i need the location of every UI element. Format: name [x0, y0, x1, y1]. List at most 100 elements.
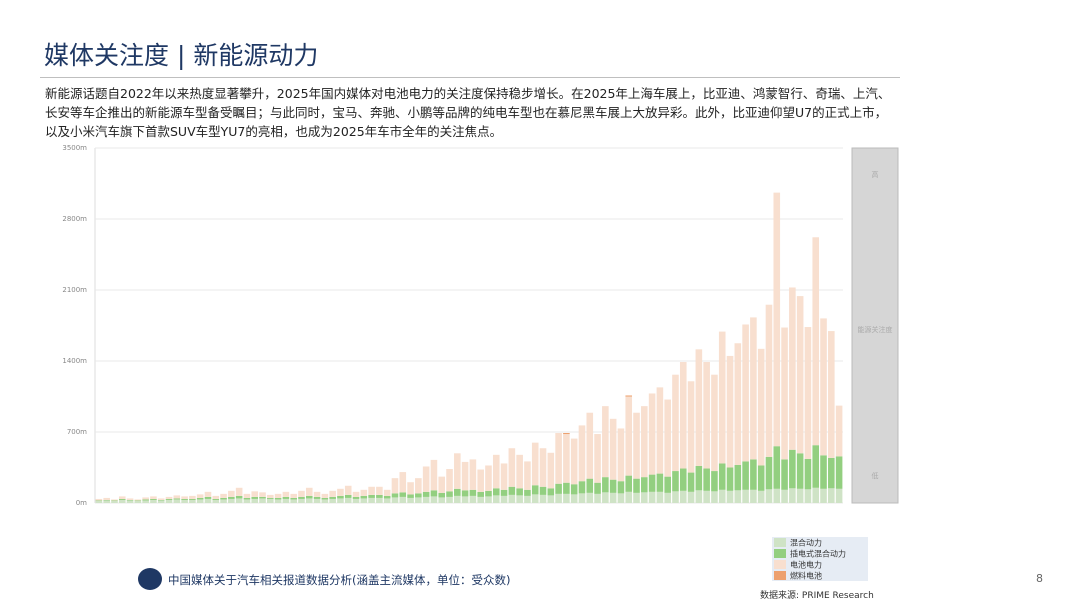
bar-segment — [648, 474, 656, 492]
bar-segment — [204, 496, 212, 499]
slide-title: 媒体关注度 | 新能源动力 — [44, 41, 319, 70]
y-tick-label: 2100m — [62, 286, 87, 294]
bar-segment — [399, 492, 407, 497]
bar-segment — [196, 497, 204, 500]
bar-segment — [812, 237, 820, 446]
bar-segment — [508, 448, 516, 487]
bar-segment — [485, 496, 492, 503]
bar-segment — [142, 500, 149, 503]
bar-segment — [337, 498, 344, 503]
bar-segment — [664, 492, 671, 503]
bar-segment — [415, 497, 422, 503]
bar-segment — [337, 488, 344, 496]
bar-segment — [329, 498, 336, 503]
bar-segment — [407, 497, 414, 503]
bar-segment — [391, 493, 399, 498]
bar-segment — [789, 449, 796, 489]
bar-segment — [422, 496, 430, 503]
bar-segment — [290, 499, 297, 503]
bar-segment — [726, 490, 734, 503]
bar-segment — [103, 500, 110, 503]
bar-segment — [820, 488, 827, 503]
legend-swatch — [774, 560, 786, 569]
legend-swatch — [774, 538, 786, 547]
bar-segment — [430, 459, 438, 491]
bar-segment — [298, 490, 305, 497]
bar-segment — [126, 498, 134, 500]
bar-segment — [134, 499, 142, 501]
bar-segment — [656, 491, 664, 503]
bar-segment — [734, 490, 742, 503]
bar-segment — [578, 481, 586, 494]
bar-segment — [376, 497, 383, 503]
bar-segment — [181, 498, 188, 500]
bar-segment — [430, 490, 438, 497]
legend-swatch — [774, 549, 786, 558]
bar-segment — [679, 490, 687, 503]
bar-segment — [228, 496, 235, 499]
bar-segment — [118, 496, 126, 499]
bar-segment — [282, 498, 290, 503]
bar-segment — [773, 192, 781, 447]
bar-segment — [492, 454, 500, 489]
bar-segment — [586, 478, 594, 493]
bar-segment — [726, 467, 734, 491]
bar-segment — [376, 486, 383, 495]
bar-segment — [430, 496, 438, 503]
bar-segment — [734, 464, 742, 491]
bar-segment — [820, 318, 827, 456]
bar-segment — [672, 374, 679, 472]
y-tick-label: 700m — [67, 428, 87, 436]
bar-segment — [352, 498, 360, 503]
bar-segment — [150, 499, 157, 503]
bar-segment — [633, 492, 640, 503]
bar-segment — [235, 498, 243, 503]
bar-segment — [641, 406, 648, 478]
bar-segment — [672, 471, 679, 492]
bar-segment — [531, 442, 539, 486]
bar-segment — [329, 490, 336, 497]
bar-segment — [391, 478, 399, 494]
legend-bg — [772, 537, 868, 548]
bar-segment — [773, 488, 781, 503]
bar-segment — [376, 494, 383, 498]
bar-segment — [282, 496, 290, 499]
bar-segment — [547, 488, 555, 496]
bar-segment — [157, 498, 165, 500]
bar-segment — [305, 495, 313, 499]
bar-segment — [633, 478, 640, 493]
bar-segment — [555, 433, 562, 484]
bar-segment — [695, 465, 703, 491]
bar-segment — [835, 488, 843, 503]
bar-segment — [703, 468, 710, 491]
bar-segment — [438, 492, 446, 498]
legend-bg — [772, 559, 868, 570]
bar-segment — [539, 494, 547, 503]
bar-segment — [789, 287, 796, 450]
bar-segment — [531, 485, 539, 495]
bar-segment — [594, 482, 601, 494]
bar-segment — [835, 405, 843, 457]
bar-segment — [321, 493, 329, 498]
bar-segment — [563, 493, 570, 503]
bar-segment — [95, 498, 103, 501]
bar-segment — [212, 499, 220, 503]
bar-segment — [469, 459, 477, 490]
bar-segment — [165, 496, 173, 499]
bar-segment — [508, 486, 516, 495]
bar-segment — [796, 296, 804, 454]
bar-segment — [500, 463, 508, 490]
bar-segment — [586, 492, 594, 503]
bar-segment — [321, 497, 329, 500]
bar-segment — [718, 489, 726, 503]
bar-segment — [259, 496, 266, 499]
bar-segment — [812, 445, 820, 488]
bar-segment — [259, 498, 266, 503]
bar-segment — [609, 479, 617, 493]
bar-segment — [703, 362, 710, 469]
bar-segment — [243, 499, 251, 503]
bar-segment — [298, 498, 305, 503]
bar-segment — [547, 452, 555, 489]
bar-segment — [181, 496, 188, 499]
